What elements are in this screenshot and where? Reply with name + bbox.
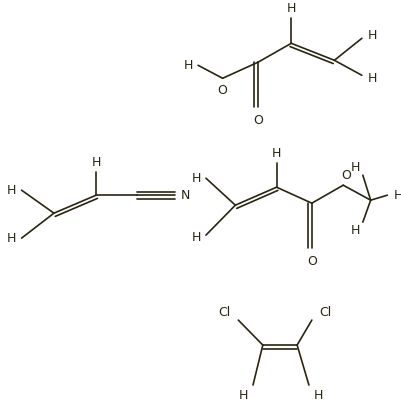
Text: H: H [349, 224, 359, 237]
Text: H: H [7, 232, 16, 245]
Text: H: H [393, 188, 401, 202]
Text: O: O [217, 84, 227, 97]
Text: H: H [349, 161, 359, 174]
Text: H: H [313, 389, 322, 402]
Text: Cl: Cl [218, 306, 230, 319]
Text: H: H [7, 183, 16, 197]
Text: H: H [191, 172, 200, 185]
Text: Cl: Cl [319, 306, 331, 319]
Text: H: H [367, 29, 377, 42]
Text: H: H [183, 59, 192, 72]
Text: H: H [286, 2, 295, 15]
Text: O: O [252, 114, 262, 127]
Text: H: H [191, 231, 200, 244]
Text: O: O [306, 255, 316, 268]
Text: H: H [271, 147, 281, 160]
Text: H: H [238, 389, 247, 402]
Text: H: H [367, 72, 377, 85]
Text: O: O [340, 169, 350, 182]
Text: N: N [180, 188, 190, 202]
Text: H: H [91, 156, 101, 169]
